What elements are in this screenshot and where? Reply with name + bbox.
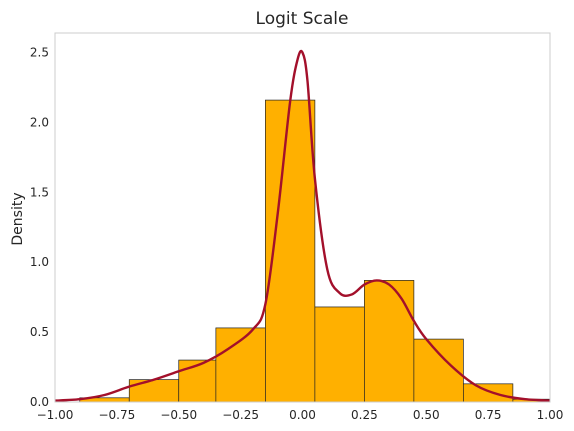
histogram-bar <box>128 379 180 403</box>
x-tick-label: −0.50 <box>160 408 197 422</box>
y-tick-label: 1.0 <box>30 255 49 269</box>
x-tick-label: 0.25 <box>351 408 378 422</box>
y-tick-label: 0.5 <box>30 325 49 339</box>
x-tick-label: −0.25 <box>222 408 259 422</box>
x-axis-ticks: −1.00 −0.75 −0.50 −0.25 0.00 0.25 0.50 0.75 1.00 <box>37 408 564 422</box>
x-tick-label: 0.00 <box>289 408 316 422</box>
x-tick-label: −1.00 <box>37 408 74 422</box>
y-axis-label: Density <box>10 192 26 245</box>
chart-title: Logit Scale <box>256 9 349 29</box>
histogram-bars <box>79 99 551 403</box>
histogram-bar <box>314 306 365 403</box>
x-tick-label: −0.75 <box>98 408 135 422</box>
y-tick-label: 2.5 <box>30 46 49 60</box>
kde-density-curve <box>54 49 551 402</box>
histogram-bar <box>463 383 514 403</box>
x-tick-label: 1.00 <box>537 408 564 422</box>
y-tick-label: 0.0 <box>30 395 49 409</box>
x-tick-label: 0.75 <box>475 408 502 422</box>
x-tick-label: 0.50 <box>413 408 440 422</box>
y-axis-ticks: 0.0 0.5 1.0 1.5 2.0 2.5 <box>30 46 49 409</box>
y-tick-label: 2.0 <box>30 115 49 129</box>
histogram-bar <box>413 338 464 403</box>
histogram-bar <box>364 280 415 403</box>
plot-frame <box>54 32 551 403</box>
y-tick-label: 1.5 <box>30 185 49 199</box>
